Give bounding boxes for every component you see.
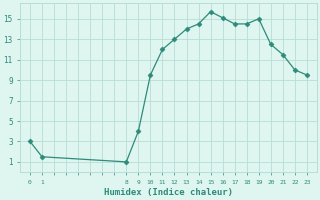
X-axis label: Humidex (Indice chaleur): Humidex (Indice chaleur) bbox=[104, 188, 233, 197]
